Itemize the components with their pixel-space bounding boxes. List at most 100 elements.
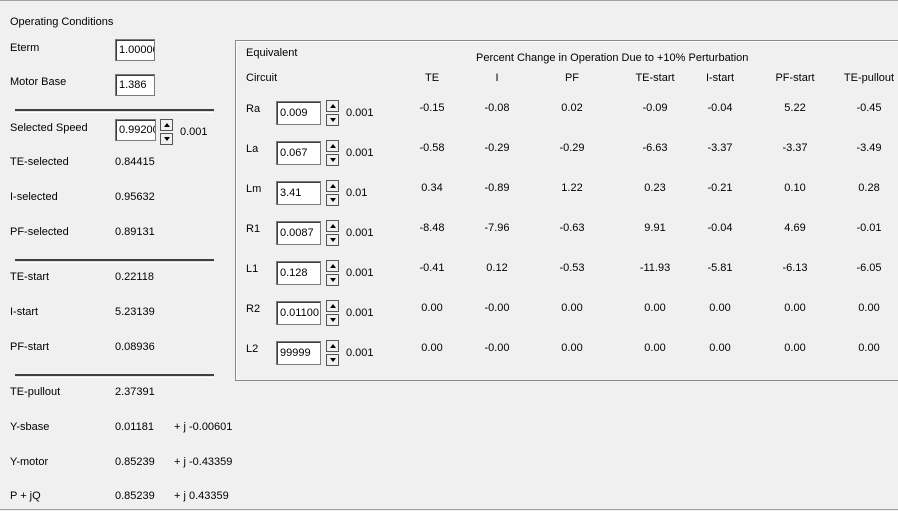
table-cell: -6.63 bbox=[642, 142, 668, 154]
table-cell: -0.00 bbox=[484, 302, 510, 314]
table-cell: -0.01 bbox=[856, 222, 882, 234]
bottom-border bbox=[0, 509, 898, 510]
table-cell: 0.23 bbox=[644, 182, 666, 194]
row-parameter-input[interactable] bbox=[276, 301, 321, 325]
panel-subtitle: Percent Change in Operation Due to +10% … bbox=[476, 52, 749, 64]
motor-base-label: Motor Base bbox=[10, 76, 67, 88]
spin-down-button[interactable] bbox=[326, 354, 339, 366]
spin-up-button[interactable] bbox=[326, 180, 339, 192]
table-cell: 0.00 bbox=[709, 302, 731, 314]
row-parameter-input[interactable] bbox=[276, 101, 321, 125]
operating-conditions-header: Operating Conditions bbox=[10, 16, 114, 28]
table-cell: -3.49 bbox=[856, 142, 882, 154]
selected-speed-step: 0.001 bbox=[180, 126, 208, 138]
row-parameter-spinner[interactable] bbox=[326, 300, 339, 326]
row-parameter-spinner[interactable] bbox=[326, 260, 339, 286]
spin-down-button[interactable] bbox=[326, 314, 339, 326]
y-sbase-imag: + j -0.00601 bbox=[174, 421, 233, 433]
table-cell: -0.04 bbox=[707, 222, 733, 234]
table-cell: -8.48 bbox=[419, 222, 445, 234]
selected-speed-spinner[interactable] bbox=[160, 119, 173, 145]
row-parameter-input[interactable] bbox=[276, 261, 321, 285]
selected-speed-input[interactable] bbox=[115, 119, 156, 141]
spin-up-button[interactable] bbox=[326, 100, 339, 112]
table-cell: -0.09 bbox=[642, 102, 668, 114]
table-cell: 0.00 bbox=[644, 302, 666, 314]
table-cell: 1.22 bbox=[561, 182, 583, 194]
motor-base-input[interactable] bbox=[115, 74, 155, 96]
column-header: TE-start bbox=[635, 72, 675, 84]
table-cell: -0.29 bbox=[559, 142, 585, 154]
row-parameter-input[interactable] bbox=[276, 221, 321, 245]
table-cell: -0.89 bbox=[484, 182, 510, 194]
separator bbox=[15, 259, 214, 263]
p-jq-imag: + j 0.43359 bbox=[174, 490, 229, 502]
row-parameter-input[interactable] bbox=[276, 341, 321, 365]
row-step-size: 0.001 bbox=[346, 307, 374, 319]
y-motor-value: 0.85239 bbox=[115, 456, 155, 468]
table-cell: -6.05 bbox=[856, 262, 882, 274]
pf-start-label: PF-start bbox=[10, 341, 50, 353]
table-cell: -3.37 bbox=[707, 142, 733, 154]
row-parameter-input[interactable] bbox=[276, 141, 321, 165]
spin-down-button[interactable] bbox=[326, 114, 339, 126]
row-step-size: 0.001 bbox=[346, 347, 374, 359]
separator bbox=[15, 109, 214, 113]
selected-speed-label: Selected Speed bbox=[10, 122, 88, 134]
spin-up-button[interactable] bbox=[326, 340, 339, 352]
y-motor-imag: + j -0.43359 bbox=[174, 456, 233, 468]
row-parameter-spinner[interactable] bbox=[326, 100, 339, 126]
column-header: I bbox=[495, 72, 499, 84]
table-cell: -0.58 bbox=[419, 142, 445, 154]
pf-selected-label: PF-selected bbox=[10, 226, 69, 238]
spin-up-button[interactable] bbox=[326, 220, 339, 232]
pf-start-value: 0.08936 bbox=[115, 341, 155, 353]
separator bbox=[15, 374, 214, 378]
table-cell: 0.28 bbox=[858, 182, 880, 194]
table-cell: 0.00 bbox=[421, 342, 443, 354]
spin-down-button[interactable] bbox=[326, 194, 339, 206]
row-parameter-input[interactable] bbox=[276, 181, 321, 205]
row-step-size: 0.01 bbox=[346, 187, 368, 199]
row-step-size: 0.001 bbox=[346, 147, 374, 159]
row-parameter-label: R2 bbox=[246, 303, 261, 315]
row-parameter-spinner[interactable] bbox=[326, 220, 339, 246]
spin-down-button[interactable] bbox=[160, 133, 173, 145]
table-cell: 0.00 bbox=[784, 342, 806, 354]
row-parameter-spinner[interactable] bbox=[326, 140, 339, 166]
column-header: PF-start bbox=[775, 72, 815, 84]
pf-selected-value: 0.89131 bbox=[115, 226, 155, 238]
te-start-value: 0.22118 bbox=[115, 271, 154, 283]
row-step-size: 0.001 bbox=[346, 267, 374, 279]
column-header: TE-pullout bbox=[843, 72, 895, 84]
row-parameter-label: La bbox=[246, 143, 259, 155]
eterm-input[interactable] bbox=[115, 39, 155, 61]
row-step-size: 0.001 bbox=[346, 107, 374, 119]
panel-title-line1: Equivalent bbox=[246, 47, 298, 59]
spin-up-button[interactable] bbox=[326, 260, 339, 272]
spin-down-button[interactable] bbox=[326, 154, 339, 166]
table-cell: 0.00 bbox=[644, 342, 666, 354]
table-cell: -0.04 bbox=[707, 102, 733, 114]
table-cell: -0.53 bbox=[559, 262, 585, 274]
equivalent-circuit-panel bbox=[235, 40, 898, 381]
table-cell: -0.45 bbox=[856, 102, 882, 114]
spin-down-button[interactable] bbox=[326, 274, 339, 286]
table-cell: -0.63 bbox=[559, 222, 585, 234]
te-selected-label: TE-selected bbox=[10, 156, 69, 168]
row-parameter-spinner[interactable] bbox=[326, 340, 339, 366]
table-cell: 4.69 bbox=[784, 222, 806, 234]
column-header: TE bbox=[424, 72, 440, 84]
table-cell: 0.00 bbox=[858, 302, 880, 314]
table-cell: -5.81 bbox=[707, 262, 733, 274]
row-parameter-label: L1 bbox=[246, 263, 259, 275]
row-parameter-spinner[interactable] bbox=[326, 180, 339, 206]
table-cell: -0.41 bbox=[419, 262, 445, 274]
table-cell: 0.00 bbox=[561, 342, 583, 354]
table-cell: 0.12 bbox=[486, 262, 508, 274]
table-cell: -0.21 bbox=[707, 182, 733, 194]
spin-up-button[interactable] bbox=[326, 300, 339, 312]
spin-down-button[interactable] bbox=[326, 234, 339, 246]
spin-up-button[interactable] bbox=[160, 119, 173, 131]
spin-up-button[interactable] bbox=[326, 140, 339, 152]
